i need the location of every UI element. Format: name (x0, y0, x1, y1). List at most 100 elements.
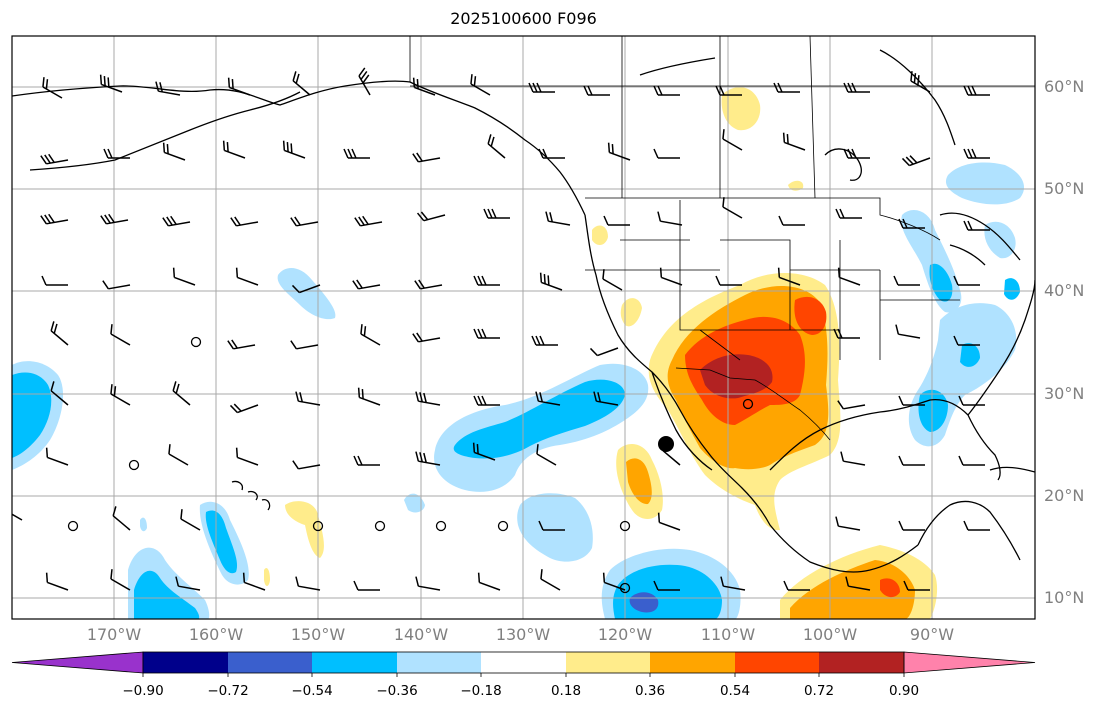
wind-barb (898, 218, 925, 229)
colorbar-segment (650, 652, 735, 673)
wind-barb (953, 275, 980, 286)
colorbar-segment (481, 652, 566, 673)
coastline-us-west (584, 214, 919, 573)
wind-barb (843, 82, 870, 93)
coastline-baja (651, 371, 713, 471)
wind-barb (45, 447, 69, 466)
cold-region-south-2-core (134, 570, 200, 619)
calm-circle (497, 520, 509, 532)
lat-label-30n: 30°N (1044, 384, 1085, 403)
colorbar-tick-label: −0.18 (460, 683, 502, 699)
wind-barb (958, 395, 985, 406)
wind-barb (282, 140, 306, 159)
wind-barb (412, 332, 441, 343)
island-banks (824, 148, 862, 181)
border-canada-provinces (410, 36, 1035, 199)
wind-barb (538, 148, 565, 159)
wind-barb (155, 81, 181, 96)
colorbar-tick-label: −0.36 (376, 683, 418, 699)
wind-barb (535, 391, 561, 406)
wind-barb (353, 455, 380, 466)
colorbar-tick-label: 0.18 (550, 683, 582, 699)
wind-barb (354, 215, 383, 227)
cold-region-northeast (945, 162, 1025, 205)
wind-barb (103, 148, 130, 159)
wind-barb (416, 211, 446, 222)
wind-barb (230, 216, 259, 227)
warm-region-baja (688, 395, 726, 457)
warm-region-east-lobe (794, 296, 827, 335)
calm-circle (619, 582, 631, 594)
wind-barb (414, 279, 443, 290)
wind-barb (473, 395, 500, 406)
wind-barb (412, 77, 436, 96)
wind-barb (352, 279, 381, 290)
wind-barb (291, 284, 321, 294)
wind-barb (837, 267, 861, 286)
warm-region-tropics-hot (880, 578, 900, 598)
cold-region-south-1-core (205, 510, 238, 574)
wind-barb (235, 447, 259, 466)
lon-label-170w: 170°W (86, 625, 142, 644)
wind-barb (242, 572, 266, 591)
colorbar-tick-label: 0.54 (719, 683, 751, 699)
colorbar-tick-label: 0.90 (888, 683, 920, 699)
calm-circle (742, 398, 754, 410)
wind-barb (898, 395, 925, 406)
colorbar-tick-label: 0.72 (803, 683, 835, 699)
wind-barb (963, 220, 990, 231)
wind-barb (715, 275, 742, 286)
wind-barb (487, 134, 506, 159)
colorbar-extend-high (903, 651, 1036, 674)
wind-barb (343, 148, 370, 159)
lon-label-120w: 120°W (597, 625, 653, 644)
warm-patch-hawaii-east (285, 501, 324, 558)
lon-label-150w: 150°W (290, 625, 346, 644)
wind-barb (589, 347, 619, 357)
wind-barb (845, 576, 871, 591)
wind-barb (778, 215, 805, 226)
warm-region-southwest-peak (700, 354, 773, 399)
wind-barb (42, 77, 63, 99)
wind-barb (840, 451, 866, 466)
wind-barb (175, 576, 201, 591)
wind-barb (162, 142, 186, 161)
colorbar-segment (566, 652, 650, 673)
wind-barb (528, 82, 555, 93)
lon-label-110w: 110°W (700, 625, 756, 644)
wind-barb (657, 512, 681, 531)
wind-barb (295, 391, 321, 406)
wind-barb (910, 71, 931, 93)
calm-circle (619, 520, 631, 532)
calm-circle (374, 520, 386, 532)
wind-barb (898, 520, 925, 531)
wind-barb (99, 74, 123, 93)
wind-barb (110, 324, 131, 346)
graticule (12, 36, 1035, 619)
wind-barb (657, 211, 683, 226)
wind-barb (953, 335, 980, 346)
coastline-gulf (769, 399, 969, 471)
location-marker (658, 436, 674, 452)
wind-barb (473, 328, 500, 339)
cold-patch-2 (140, 517, 147, 532)
colorbar-segment (312, 652, 397, 673)
colorbar (11, 651, 1036, 677)
warm-patch-california (620, 298, 642, 327)
colorbar-tick-label: −0.54 (291, 683, 333, 699)
wind-barb (835, 208, 862, 219)
lat-label-60n: 60°N (1044, 77, 1085, 96)
lat-label-20n: 20°N (1044, 486, 1085, 505)
lon-label-90w: 90°W (909, 625, 955, 644)
wind-barb (777, 267, 801, 286)
wind-barb (235, 267, 259, 286)
wind-barb (162, 215, 191, 227)
wind-barb (903, 580, 930, 591)
wind-barb (102, 280, 131, 290)
colorbar-outline (142, 651, 905, 674)
wind-barb (773, 82, 800, 93)
colorbar-segment (397, 652, 481, 673)
wind-barbs (12, 67, 990, 594)
wind-barb (229, 403, 259, 414)
wind-barb (833, 328, 860, 339)
